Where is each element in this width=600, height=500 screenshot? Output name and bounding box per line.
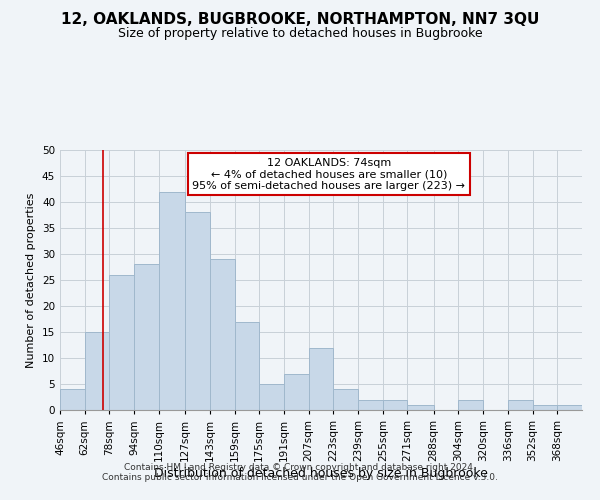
Bar <box>407 405 434 410</box>
Bar <box>134 264 159 410</box>
Bar <box>334 389 358 410</box>
Text: Contains HM Land Registry data © Crown copyright and database right 2024.
Contai: Contains HM Land Registry data © Crown c… <box>102 463 498 482</box>
Bar <box>458 400 483 410</box>
Text: 12, OAKLANDS, BUGBROOKE, NORTHAMPTON, NN7 3QU: 12, OAKLANDS, BUGBROOKE, NORTHAMPTON, NN… <box>61 12 539 28</box>
Bar <box>210 259 235 410</box>
Bar <box>185 212 210 410</box>
Bar <box>383 400 407 410</box>
Bar <box>557 405 582 410</box>
Bar <box>284 374 308 410</box>
Bar <box>308 348 334 410</box>
Bar <box>159 192 185 410</box>
Bar <box>358 400 383 410</box>
Bar <box>235 322 259 410</box>
Bar <box>60 389 85 410</box>
Bar <box>259 384 284 410</box>
Bar <box>508 400 533 410</box>
Bar <box>533 405 557 410</box>
X-axis label: Distribution of detached houses by size in Bugbrooke: Distribution of detached houses by size … <box>154 466 488 479</box>
Bar <box>85 332 109 410</box>
Text: Size of property relative to detached houses in Bugbrooke: Size of property relative to detached ho… <box>118 28 482 40</box>
Y-axis label: Number of detached properties: Number of detached properties <box>26 192 37 368</box>
Bar <box>109 275 134 410</box>
Text: 12 OAKLANDS: 74sqm
← 4% of detached houses are smaller (10)
95% of semi-detached: 12 OAKLANDS: 74sqm ← 4% of detached hous… <box>192 158 465 191</box>
